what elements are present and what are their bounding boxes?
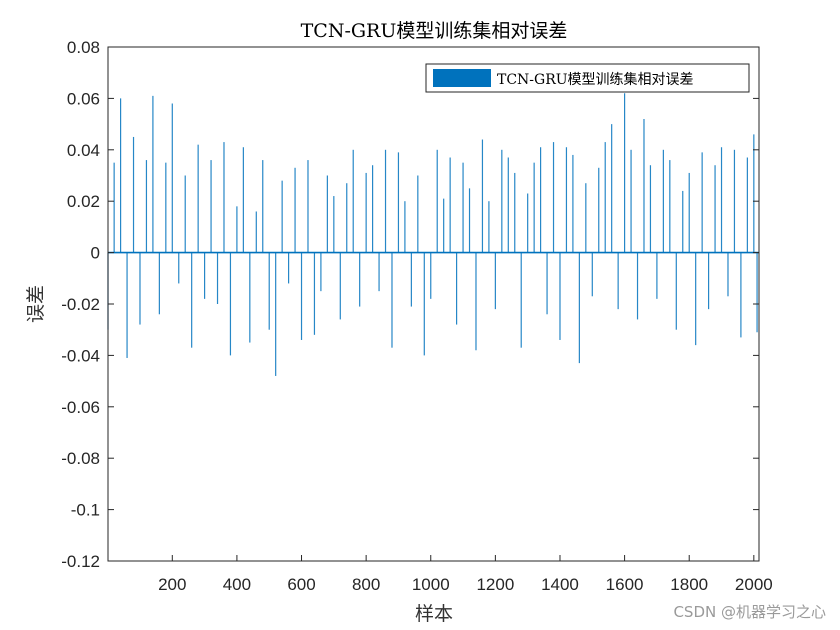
y-tick-label: 0.02 bbox=[67, 192, 100, 211]
y-tick-label: -0.12 bbox=[61, 552, 100, 571]
watermark: CSDN @机器学习之心 bbox=[673, 603, 826, 621]
y-tick-label: -0.02 bbox=[61, 295, 100, 314]
bar-series bbox=[107, 93, 758, 376]
y-tick-label: -0.04 bbox=[61, 346, 100, 365]
legend: TCN-GRU模型训练集相对误差 bbox=[425, 63, 750, 93]
y-tick-label: 0.06 bbox=[67, 89, 100, 108]
x-tick-label: 400 bbox=[223, 575, 251, 594]
y-tick-label: 0.08 bbox=[67, 38, 100, 57]
y-tick-label: -0.1 bbox=[71, 501, 100, 520]
y-tick-label: 0 bbox=[91, 244, 100, 263]
x-tick-label: 600 bbox=[287, 575, 315, 594]
x-axis-label: 样本 bbox=[415, 603, 453, 625]
legend-label: TCN-GRU模型训练集相对误差 bbox=[497, 71, 694, 88]
x-tick-label: 1200 bbox=[476, 575, 514, 594]
y-axis-label: 误差 bbox=[25, 285, 47, 323]
y-tick-label: -0.08 bbox=[61, 449, 100, 468]
x-tick-label: 200 bbox=[158, 575, 186, 594]
x-tick-label: 1400 bbox=[541, 575, 579, 594]
y-tick-label: 0.04 bbox=[67, 141, 100, 160]
x-tick-label: 1000 bbox=[412, 575, 450, 594]
x-tick-label: 1800 bbox=[670, 575, 708, 594]
y-axis: 0.08 0.06 0.04 0.02 0 -0.02 -0.04 -0.06 -0.08 -0.… bbox=[61, 38, 759, 571]
y-tick-label: -0.06 bbox=[61, 398, 100, 417]
x-tick-label: 1600 bbox=[606, 575, 644, 594]
chart-title: TCN-GRU模型训练集相对误差 bbox=[301, 20, 568, 42]
x-tick-label: 2000 bbox=[735, 575, 773, 594]
x-axis: 200 400 600 800 1000 1200 1400 1600 1800 2000 bbox=[158, 555, 773, 594]
plot-area-background bbox=[108, 47, 759, 561]
x-tick-label: 800 bbox=[352, 575, 380, 594]
legend-swatch bbox=[433, 69, 491, 87]
